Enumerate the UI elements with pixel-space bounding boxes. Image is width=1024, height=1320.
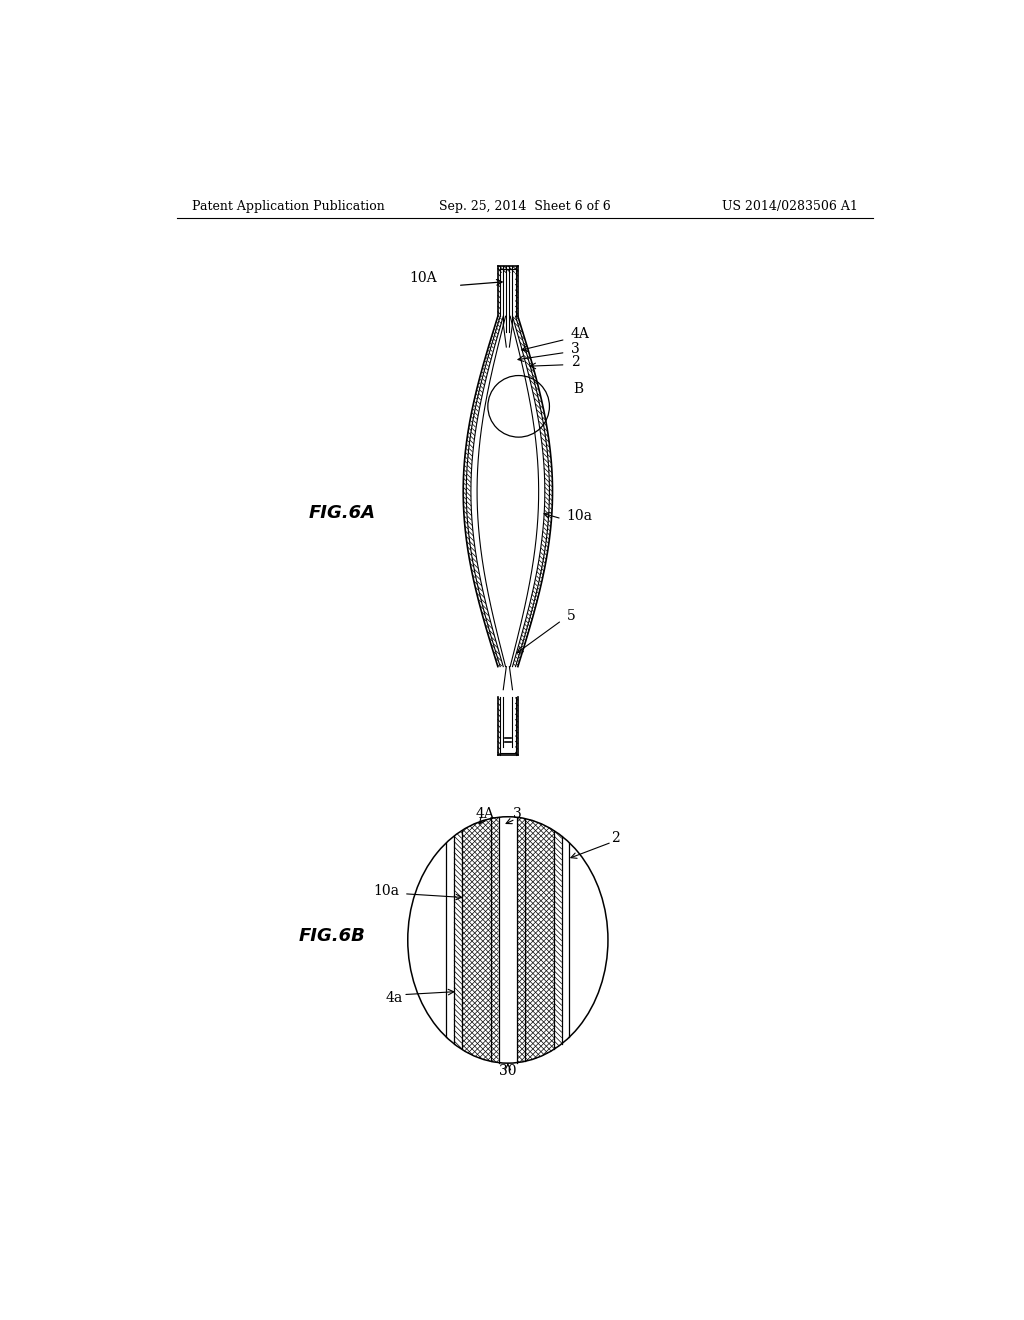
Text: FIG.6B: FIG.6B (299, 927, 366, 945)
Text: 10A: 10A (410, 271, 437, 285)
Text: 4A: 4A (571, 327, 590, 341)
Text: US 2014/0283506 A1: US 2014/0283506 A1 (722, 199, 857, 213)
Text: 4A: 4A (475, 808, 495, 821)
Text: 4a: 4a (385, 991, 402, 1005)
Text: 3: 3 (571, 342, 580, 355)
Text: 10a: 10a (566, 508, 592, 523)
Text: Sep. 25, 2014  Sheet 6 of 6: Sep. 25, 2014 Sheet 6 of 6 (439, 199, 610, 213)
Text: 3: 3 (513, 808, 521, 821)
Text: Patent Application Publication: Patent Application Publication (193, 199, 385, 213)
Text: 2: 2 (571, 355, 580, 370)
Text: 5: 5 (566, 609, 575, 623)
Text: 10a: 10a (373, 884, 399, 899)
Text: B: B (573, 383, 584, 396)
Text: FIG.6A: FIG.6A (309, 504, 376, 521)
Text: 30: 30 (499, 1064, 517, 1078)
Text: 2: 2 (611, 830, 621, 845)
